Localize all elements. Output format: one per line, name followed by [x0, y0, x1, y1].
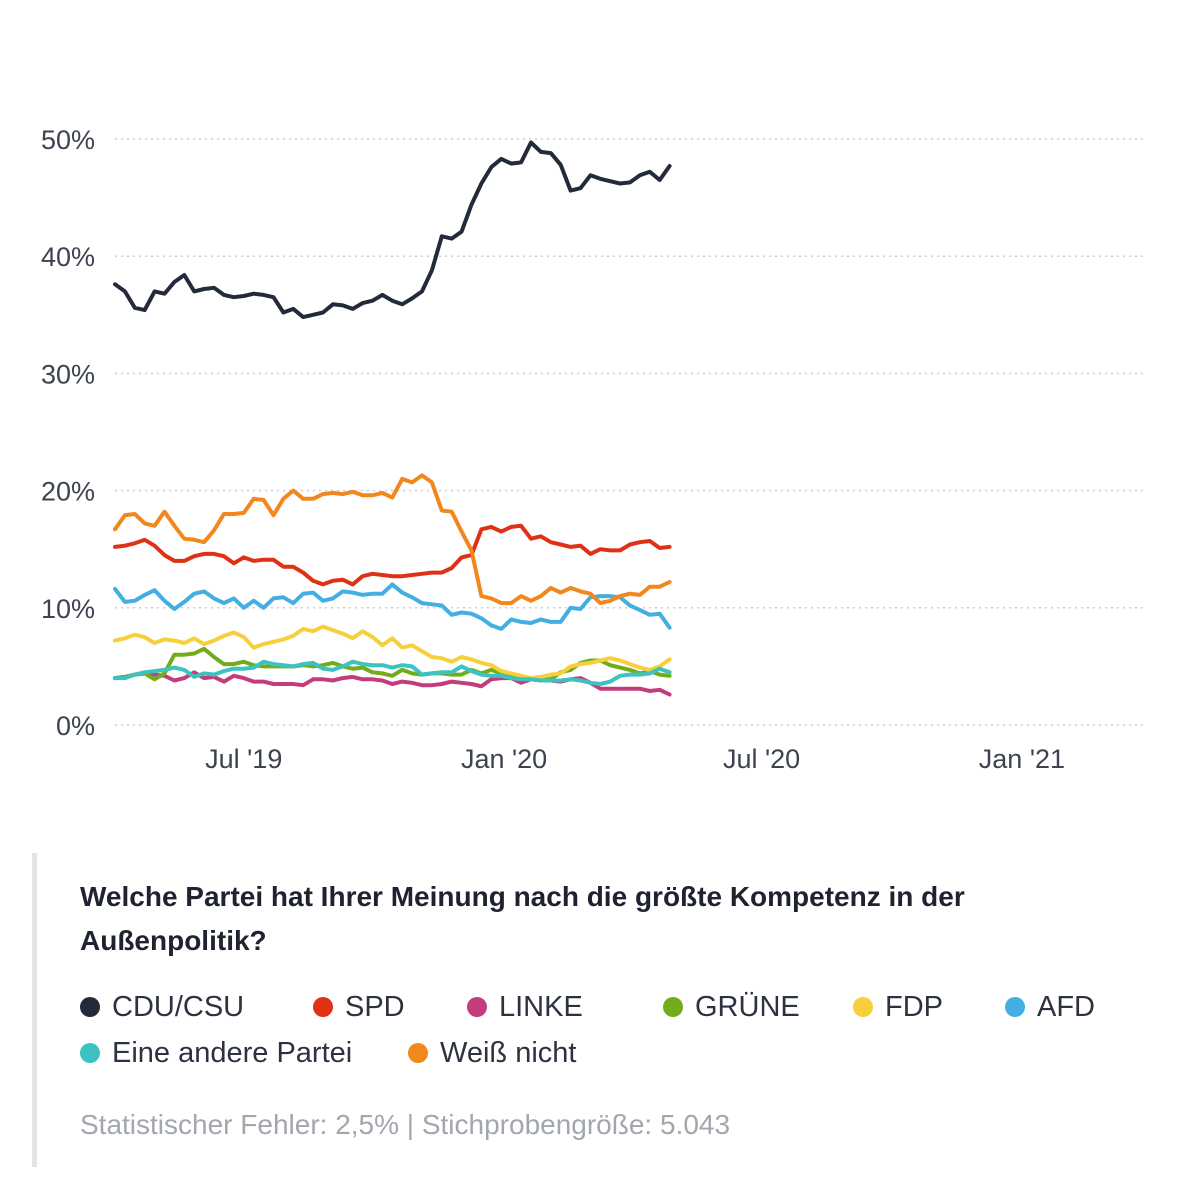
legend-item: CDU/CSU [80, 989, 313, 1025]
y-axis-labels: 0% 10% 20% 30% 40% 50% [41, 125, 95, 741]
legend-dot-icon [467, 997, 487, 1017]
y-tick-label: 30% [41, 359, 95, 389]
legend-dot-icon [663, 997, 683, 1017]
gridlines [115, 138, 1145, 726]
y-tick-label: 0% [56, 711, 95, 741]
series-line-spd [113, 523, 672, 587]
x-tick-label: Jul '20 [723, 744, 800, 774]
legend-dot-icon [853, 997, 873, 1017]
y-tick-label: 20% [41, 477, 95, 507]
legend-label: GRÜNE [695, 990, 800, 1023]
legend-item: AFD [1005, 989, 1105, 1025]
legend-dot-icon [80, 997, 100, 1017]
legend-label: Eine andere Partei [112, 1036, 353, 1069]
legend-item: Eine andere Partei [80, 1035, 408, 1071]
series-line-fdp [113, 624, 672, 681]
x-axis-labels: Jul '19 Jan '20 Jul '20 Jan '21 [205, 744, 1065, 774]
legend-label: FDP [885, 990, 943, 1023]
y-tick-label: 10% [41, 594, 95, 624]
y-tick-label: 50% [41, 125, 95, 155]
legend-label: SPD [345, 990, 405, 1023]
legend-item: GRÜNE [663, 989, 853, 1025]
legend-item: Weiß nicht [408, 1035, 648, 1071]
legend-label: LINKE [499, 990, 583, 1023]
chart-question: Welche Partei hat Ihrer Meinung nach die… [80, 881, 965, 956]
legend-dot-icon [80, 1043, 100, 1063]
legend-dot-icon [313, 997, 333, 1017]
legend-item: SPD [313, 989, 467, 1025]
legend-label: CDU/CSU [112, 990, 245, 1023]
x-tick-label: Jan '20 [461, 744, 547, 774]
line-chart: 0%10%20%30%40%50% Jul '19 Jan '20 Jul '20 J… [41, 125, 1145, 774]
x-tick-label: Jul '19 [205, 744, 282, 774]
legend-label: Weiß nicht [440, 1036, 577, 1069]
chart-info-panel: Welche Partei hat Ihrer Meinung nach die… [32, 853, 1162, 1167]
series-line-cdu-csu [113, 140, 672, 320]
footnote: Statistischer Fehler: 2,5% | Stichproben… [80, 1109, 731, 1140]
series-line-eine-andere-partei [113, 659, 672, 686]
legend-dot-icon [1005, 997, 1025, 1017]
y-tick-label: 40% [41, 242, 95, 272]
legend-item: FDP [853, 989, 1005, 1025]
legend-item: LINKE [467, 989, 663, 1025]
series-line-weiß-nicht [113, 473, 672, 606]
legend: CDU/CSU SPD LINKE GRÜNE FDP AFD Eine andere Pa… [80, 989, 1140, 1071]
x-tick-label: Jan '21 [979, 744, 1065, 774]
series-lines [113, 140, 672, 697]
legend-label: AFD [1037, 990, 1095, 1023]
legend-dot-icon [408, 1043, 428, 1063]
series-line-afd [113, 582, 672, 631]
